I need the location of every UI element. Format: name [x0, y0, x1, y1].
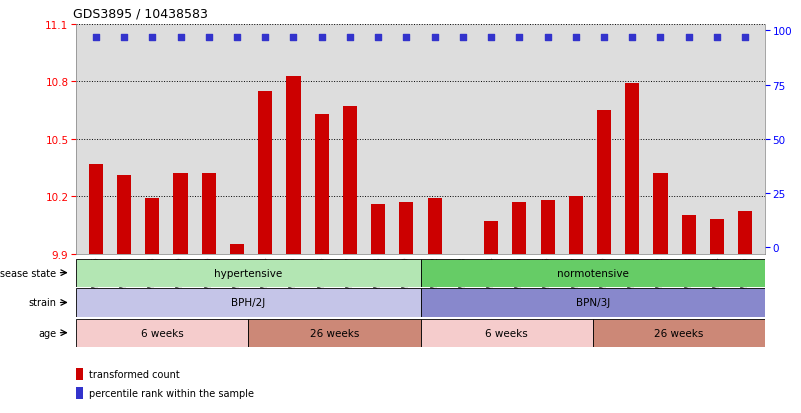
Bar — [76, 319, 248, 347]
Point — [259, 34, 272, 41]
Bar — [76, 387, 83, 399]
Text: hypertensive: hypertensive — [214, 268, 283, 278]
Bar — [513, 202, 526, 254]
Text: GDS3895 / 10438583: GDS3895 / 10438583 — [73, 8, 207, 21]
Point — [400, 34, 413, 41]
Bar — [343, 107, 357, 254]
Bar — [421, 289, 765, 317]
Text: 26 weeks: 26 weeks — [310, 328, 359, 338]
Text: 6 weeks: 6 weeks — [141, 328, 183, 338]
Point — [90, 34, 103, 41]
Bar — [569, 197, 583, 254]
Text: BPN/3J: BPN/3J — [576, 298, 610, 308]
Point — [654, 34, 667, 41]
Text: normotensive: normotensive — [557, 268, 629, 278]
Text: strain: strain — [28, 298, 56, 308]
Point — [570, 34, 582, 41]
Text: percentile rank within the sample: percentile rank within the sample — [90, 388, 254, 398]
Text: 6 weeks: 6 weeks — [485, 328, 528, 338]
Bar — [541, 200, 554, 254]
Bar — [89, 164, 103, 254]
Point — [710, 34, 723, 41]
Point — [372, 34, 384, 41]
Bar — [593, 319, 765, 347]
Point — [626, 34, 638, 41]
Bar — [654, 174, 667, 254]
Bar — [626, 84, 639, 254]
Bar — [739, 212, 752, 254]
Point — [174, 34, 187, 41]
Point — [598, 34, 610, 41]
Bar — [117, 176, 131, 254]
Bar — [710, 220, 724, 254]
Point — [457, 34, 469, 41]
Bar — [76, 368, 83, 380]
Bar — [76, 289, 421, 317]
Point — [287, 34, 300, 41]
Bar — [145, 199, 159, 254]
Bar — [597, 111, 611, 254]
Bar — [421, 319, 593, 347]
Text: age: age — [38, 328, 56, 338]
Text: disease state: disease state — [0, 268, 56, 278]
Point — [682, 34, 695, 41]
Point — [513, 34, 525, 41]
Point — [118, 34, 131, 41]
Bar — [428, 199, 441, 254]
Point — [203, 34, 215, 41]
Text: BPH/2J: BPH/2J — [231, 298, 265, 308]
Bar — [258, 92, 272, 254]
Bar — [421, 259, 765, 287]
Point — [146, 34, 159, 41]
Bar — [484, 221, 498, 254]
Bar — [315, 114, 328, 254]
Text: transformed count: transformed count — [90, 369, 180, 379]
Bar — [371, 204, 385, 254]
Bar — [76, 259, 421, 287]
Bar — [682, 216, 696, 254]
Bar — [287, 76, 300, 254]
Point — [231, 34, 244, 41]
Point — [344, 34, 356, 41]
Bar — [202, 174, 215, 254]
Point — [739, 34, 751, 41]
Text: 26 weeks: 26 weeks — [654, 328, 703, 338]
Point — [485, 34, 497, 41]
Bar — [400, 202, 413, 254]
Bar — [230, 244, 244, 254]
Point — [316, 34, 328, 41]
Bar — [248, 319, 421, 347]
Point — [429, 34, 441, 41]
Point — [541, 34, 554, 41]
Bar — [174, 174, 187, 254]
